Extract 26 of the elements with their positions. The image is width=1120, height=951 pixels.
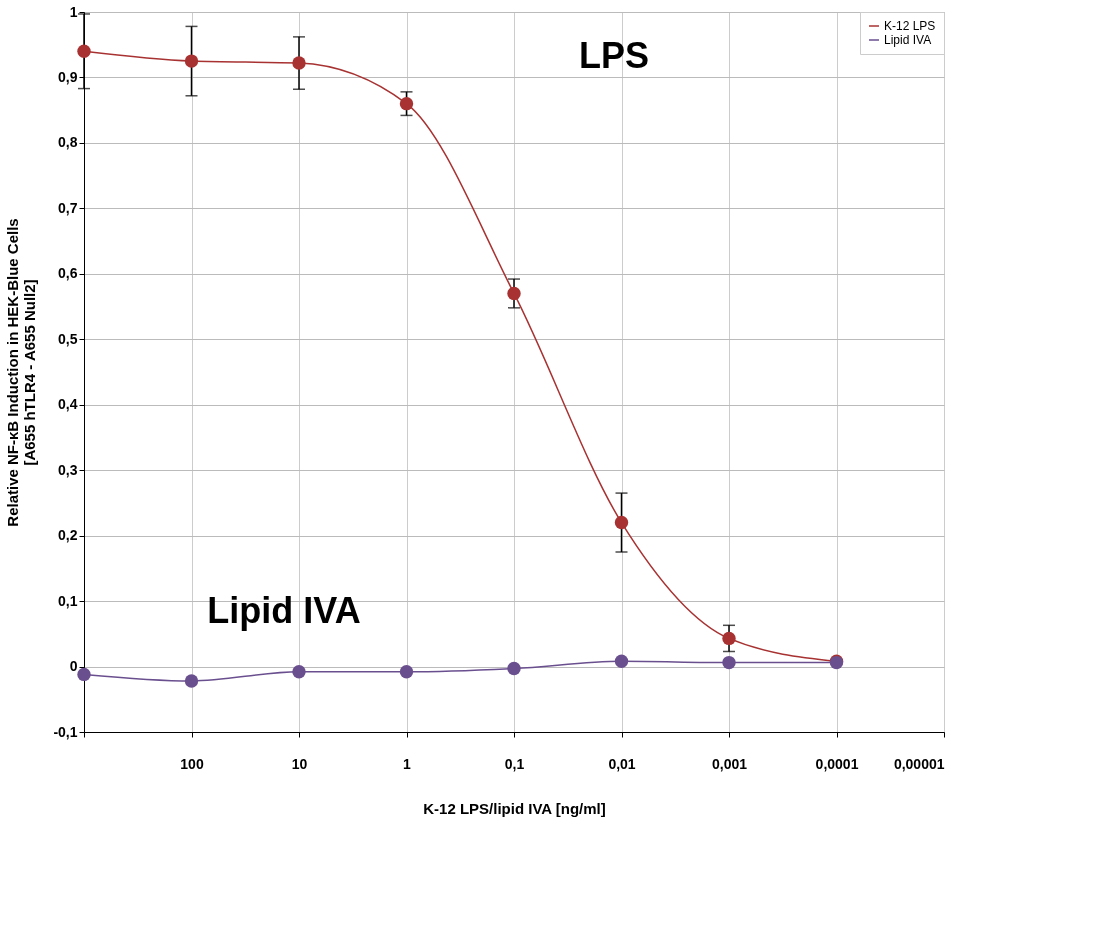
y-tick-label: 0,6: [58, 265, 78, 282]
y-axis-title: Relative NF-κB Induction in HEK-Blue Cells [A655 hTLR4 - A655 Null2]: [4, 218, 39, 527]
x-tick-label: 0,00001: [893, 755, 945, 772]
legend-label: K-12 LPS: [884, 19, 936, 33]
x-tick-label: 100: [180, 755, 204, 772]
x-axis-title: K-12 LPS/lipid IVA [ng/ml]: [423, 799, 606, 817]
y-tick-label: 0,9: [58, 68, 78, 85]
x-tick-label: 0,001: [711, 755, 748, 772]
annotation: Lipid IVA: [207, 590, 361, 631]
y-tick-label: 0,1: [58, 592, 78, 609]
x-tick-label: 10: [291, 755, 308, 772]
legend-label: Lipid IVA: [884, 33, 932, 47]
y-tick-label: 0,3: [58, 461, 78, 478]
x-tick-label: 0,0001: [815, 755, 859, 772]
y-tick-label: 1: [69, 3, 78, 20]
y-tick-label: -0,1: [53, 723, 78, 740]
annotation: LPS: [578, 35, 650, 76]
y-tick-label: 0,8: [58, 134, 78, 151]
x-tick-label: 1: [403, 755, 412, 772]
y-tick-label: 0,4: [58, 396, 78, 413]
y-tick-label: 0: [69, 658, 78, 675]
x-tick-label: 0,01: [608, 755, 636, 772]
y-tick-label: 0,2: [58, 527, 78, 544]
y-tick-label: 0,5: [58, 330, 78, 347]
x-tick-label: 0,1: [504, 755, 525, 772]
y-tick-label: 0,7: [58, 199, 78, 216]
